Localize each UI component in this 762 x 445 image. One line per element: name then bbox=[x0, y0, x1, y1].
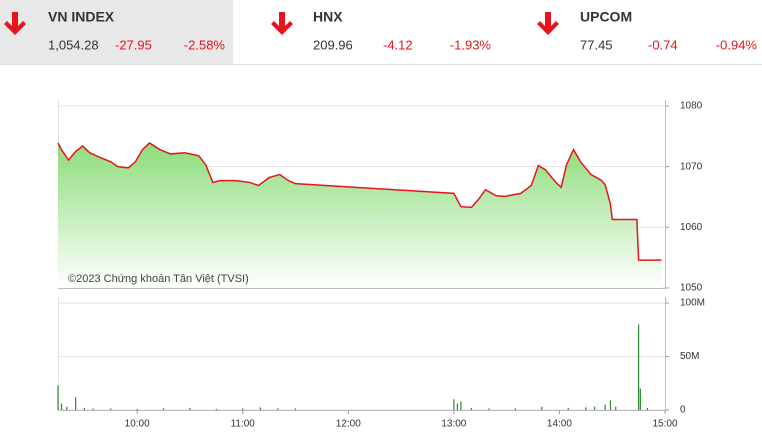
index-value: 1,054.28 bbox=[48, 37, 99, 52]
down-arrow bbox=[4, 12, 26, 35]
volume-bar bbox=[92, 408, 94, 410]
volume-bar bbox=[74, 397, 77, 410]
x-tick-label: 12:00 bbox=[336, 419, 361, 430]
index-name[interactable]: HNX bbox=[313, 9, 343, 25]
y-tick-label: 50M bbox=[680, 351, 699, 362]
volume-bar bbox=[639, 388, 641, 410]
volume-bar bbox=[242, 408, 244, 410]
volume-bar bbox=[259, 407, 261, 410]
volume-bar bbox=[83, 407, 85, 410]
volume-bar bbox=[470, 407, 473, 410]
volume-bar bbox=[541, 406, 543, 410]
index-change: -27.95 bbox=[115, 37, 152, 52]
volume-bar bbox=[110, 408, 112, 410]
volume-bar bbox=[453, 399, 455, 410]
volume-bar bbox=[294, 408, 297, 410]
index-value: 209.96 bbox=[313, 37, 353, 52]
volume-bar bbox=[615, 406, 617, 410]
index-value: 77.45 bbox=[580, 37, 613, 52]
volume-bar bbox=[277, 408, 279, 410]
y-tick-label: 0 bbox=[680, 405, 686, 416]
volume-bar bbox=[638, 324, 640, 410]
volume-bar bbox=[456, 403, 458, 410]
x-tick-label: 13:00 bbox=[441, 419, 466, 430]
x-tick-label: 15:00 bbox=[652, 419, 677, 430]
down-arrow bbox=[537, 12, 559, 35]
volume-bar bbox=[604, 404, 606, 410]
index-percent: -1.93% bbox=[450, 37, 492, 52]
volume-bar bbox=[514, 408, 517, 410]
y-tick-label: 1050 bbox=[680, 283, 703, 294]
down-arrow bbox=[271, 12, 293, 35]
volume-bar bbox=[60, 403, 63, 410]
price-line bbox=[57, 142, 662, 261]
volume-bar bbox=[594, 406, 596, 410]
y-tick-label: 1070 bbox=[680, 161, 703, 172]
selected-tile[interactable] bbox=[0, 0, 233, 64]
x-tick-label: 14:00 bbox=[547, 419, 572, 430]
y-tick-label: 100M bbox=[680, 298, 705, 309]
volume-bar bbox=[136, 408, 138, 410]
volume-bar bbox=[162, 408, 165, 410]
volume-bar bbox=[567, 407, 569, 410]
y-tick-label: 1080 bbox=[680, 101, 703, 112]
copyright: ©2023 Chứng khoán Tân Việt (TVSI) bbox=[68, 273, 249, 285]
x-tick-label: 11:00 bbox=[231, 419, 256, 430]
x-tick-label: 10:00 bbox=[125, 419, 150, 430]
index-change: -4.12 bbox=[383, 37, 413, 52]
volume-bar bbox=[189, 407, 191, 410]
volume-bar bbox=[215, 408, 217, 410]
index-name[interactable]: VN INDEX bbox=[48, 9, 115, 25]
volume-bar bbox=[585, 407, 587, 410]
volume-bar bbox=[57, 385, 59, 410]
index-percent: -0.94% bbox=[716, 37, 758, 52]
index-change: -0.74 bbox=[648, 37, 678, 52]
area-fill bbox=[58, 143, 662, 288]
index-name[interactable]: UPCOM bbox=[580, 9, 632, 25]
volume-bar bbox=[609, 400, 612, 410]
y-tick-label: 1060 bbox=[680, 222, 703, 233]
volume-bar bbox=[488, 408, 490, 410]
volume-bar bbox=[66, 406, 68, 410]
volume-bar bbox=[460, 401, 462, 410]
arrows bbox=[4, 12, 559, 35]
index-percent: -2.58% bbox=[184, 37, 226, 52]
volume-bar bbox=[646, 407, 649, 410]
